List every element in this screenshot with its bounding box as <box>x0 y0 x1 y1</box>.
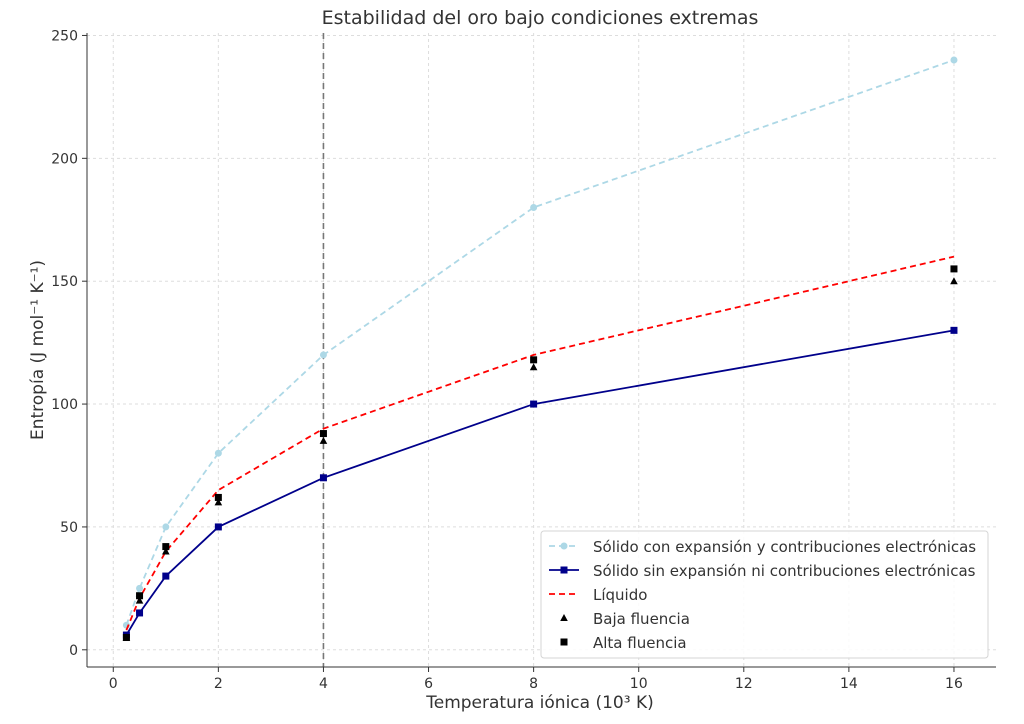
data-point-series-4 <box>319 430 327 438</box>
legend-label: Sólido sin expansión ni contribuciones e… <box>593 562 976 580</box>
y-tick-label: 100 <box>51 397 78 413</box>
y-tick-label: 0 <box>69 643 78 659</box>
data-point-series-0 <box>214 449 222 457</box>
x-tick-label: 6 <box>424 676 433 692</box>
data-point-series-0 <box>136 584 144 592</box>
y-tick-label: 200 <box>51 151 78 167</box>
data-point-series-4 <box>950 265 958 273</box>
legend-label: Líquido <box>593 586 647 604</box>
data-point-series-1 <box>530 400 538 408</box>
data-point-series-3 <box>319 436 328 444</box>
data-point-series-1 <box>950 326 958 334</box>
data-point-series-0 <box>162 523 170 531</box>
y-axis-label: Entropía (J mol⁻¹ K⁻¹) <box>28 260 48 440</box>
data-point-series-0 <box>319 351 327 359</box>
data-point-series-1 <box>214 523 222 531</box>
data-point-series-1 <box>319 474 327 482</box>
x-tick-label: 0 <box>109 676 118 692</box>
chart-title: Estabilidad del oro bajo condiciones ext… <box>322 7 759 29</box>
data-point-series-3 <box>162 547 170 555</box>
x-tick-label: 14 <box>840 676 858 692</box>
legend-label: Alta fluencia <box>593 634 687 652</box>
x-tick-label: 16 <box>945 676 963 692</box>
x-tick-label: 2 <box>214 676 223 692</box>
legend-marker-1 <box>560 566 568 574</box>
data-point-series-0 <box>950 56 958 64</box>
data-point-series-4 <box>122 634 130 642</box>
legend-label: Sólido con expansión y contribuciones el… <box>593 538 976 556</box>
y-tick-label: 250 <box>51 28 78 44</box>
data-point-series-4 <box>136 592 144 600</box>
data-point-series-0 <box>530 203 538 211</box>
data-point-series-3 <box>950 277 958 285</box>
y-tick-label: 150 <box>51 274 78 290</box>
x-tick-label: 12 <box>735 676 753 692</box>
data-point-series-3 <box>214 498 223 506</box>
x-tick-label: 8 <box>529 676 538 692</box>
legend-marker-0 <box>560 542 568 550</box>
x-axis-label: Temperatura iónica (10³ K) <box>425 693 653 713</box>
y-tick-label: 50 <box>60 520 78 536</box>
legend-marker-3 <box>560 614 568 621</box>
legend-label: Baja fluencia <box>593 610 690 628</box>
legend-box <box>540 530 989 659</box>
data-point-series-3 <box>135 596 144 604</box>
legend: Sólido con expansión y contribuciones el… <box>540 530 989 659</box>
data-point-series-4 <box>530 356 538 364</box>
x-tick-label: 10 <box>630 676 648 692</box>
x-tick-label: 4 <box>319 676 328 692</box>
data-point-series-1 <box>136 609 144 617</box>
axes: 0 2 4 6 8 10 12 14 16 0 50 100 150 200 250 <box>51 28 996 692</box>
plot-area <box>122 33 958 667</box>
legend-marker-4 <box>560 638 568 646</box>
data-point-series-3 <box>529 363 538 371</box>
data-point-series-4 <box>162 543 170 551</box>
data-point-series-4 <box>214 493 222 501</box>
data-point-series-1 <box>162 572 170 580</box>
